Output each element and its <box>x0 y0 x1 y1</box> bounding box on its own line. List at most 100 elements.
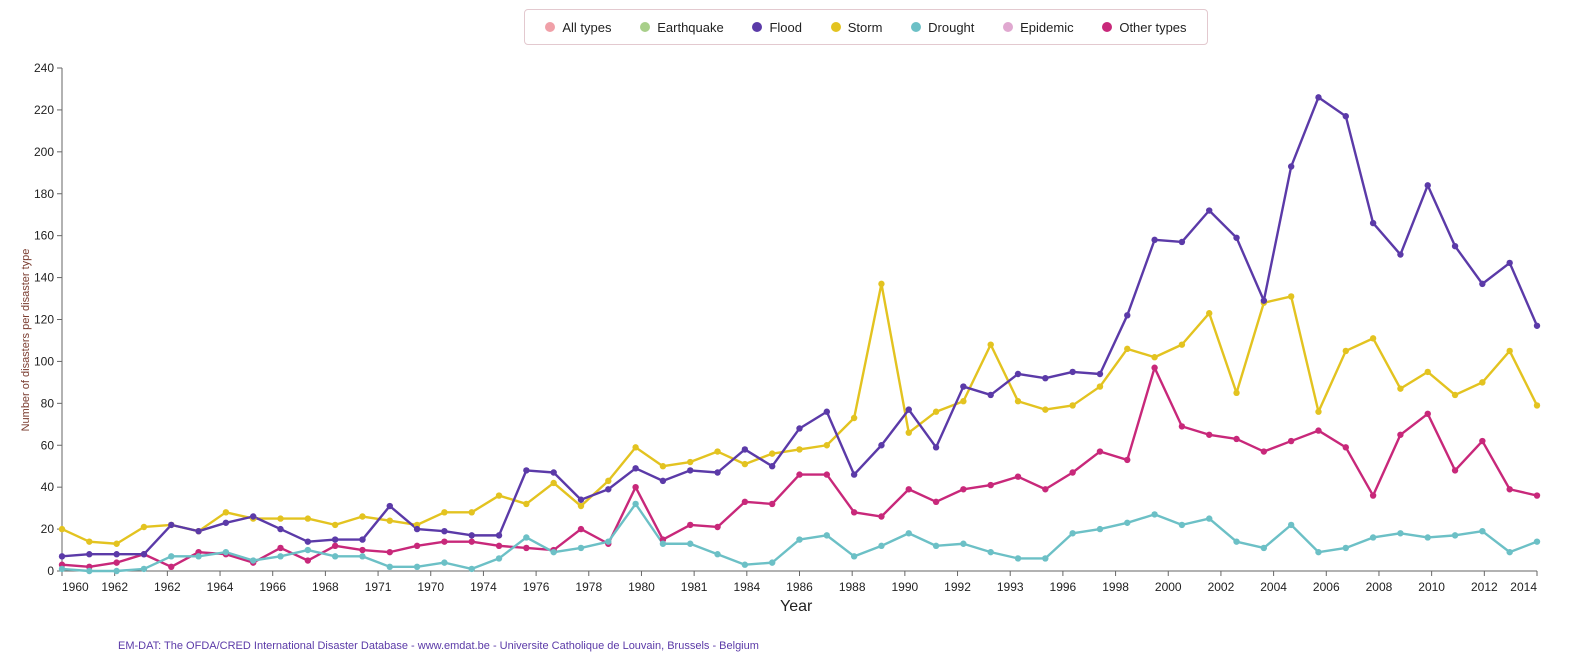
data-point-flood <box>632 465 639 472</box>
x-tick-label: 1962 <box>101 580 128 594</box>
data-point-other-types <box>1042 486 1049 493</box>
data-point-storm <box>768 450 776 457</box>
data-point-storm <box>960 398 967 405</box>
x-tick-label: 1981 <box>681 580 708 594</box>
y-tick-label: 240 <box>34 61 54 75</box>
data-point-flood <box>58 553 66 560</box>
data-point-drought <box>960 540 967 547</box>
y-tick-label: 120 <box>34 313 54 327</box>
data-point-flood <box>140 551 148 558</box>
y-tick-label: 80 <box>41 396 55 410</box>
x-tick-label: 2004 <box>1260 580 1287 594</box>
data-point-other-types <box>1096 448 1104 455</box>
x-tick-label: 1962 <box>154 580 181 594</box>
x-tick-label: 1978 <box>575 580 602 594</box>
data-point-storm <box>277 515 284 522</box>
x-tick-label: 2014 <box>1510 580 1537 594</box>
data-point-flood <box>1506 259 1513 267</box>
legend-item-other-types[interactable]: Other types <box>1102 20 1187 35</box>
data-point-other-types <box>796 471 803 478</box>
x-tick-label: 1966 <box>259 580 286 594</box>
data-point-storm <box>577 502 585 510</box>
data-point-other-types <box>113 559 120 566</box>
data-point-flood <box>960 383 967 390</box>
data-point-flood <box>468 532 475 539</box>
data-point-other-types <box>1424 410 1431 418</box>
legend-label: All types <box>562 19 612 35</box>
data-point-drought <box>1260 544 1268 552</box>
data-point-flood <box>1479 280 1486 288</box>
data-point-storm <box>495 492 503 499</box>
data-point-flood <box>250 513 257 520</box>
data-point-storm <box>468 509 475 516</box>
x-tick-label: 1990 <box>892 580 919 594</box>
data-point-other-types <box>1369 492 1377 499</box>
data-point-flood <box>577 496 585 503</box>
legend-item-storm[interactable]: Storm <box>830 20 882 35</box>
data-point-drought <box>1124 519 1131 526</box>
data-point-storm <box>905 429 912 436</box>
legend-item-drought[interactable]: Drought <box>911 20 974 35</box>
data-point-storm <box>1533 402 1541 409</box>
y-tick-label: 160 <box>34 229 54 243</box>
legend-dot-icon <box>1003 22 1014 32</box>
y-tick-label: 180 <box>34 187 54 201</box>
data-point-drought <box>605 538 612 545</box>
data-point-storm <box>1124 345 1131 353</box>
data-point-storm <box>304 515 312 522</box>
x-tick-label: 1974 <box>470 580 497 594</box>
x-tick-label: 1986 <box>786 580 813 594</box>
data-point-storm <box>1042 406 1049 413</box>
data-point-flood <box>1369 219 1377 227</box>
data-point-flood <box>331 536 339 543</box>
data-point-other-types <box>823 471 831 478</box>
data-point-other-types <box>168 563 175 571</box>
data-point-flood <box>195 527 202 535</box>
data-point-drought <box>1206 515 1213 522</box>
data-point-other-types <box>905 486 912 493</box>
data-point-storm <box>113 540 120 547</box>
data-point-flood <box>1397 251 1404 258</box>
data-point-other-types <box>359 546 366 554</box>
data-point-storm <box>1206 310 1213 317</box>
legend-item-epidemic[interactable]: Epidemic <box>1003 20 1074 35</box>
x-tick-label: 1993 <box>997 580 1024 594</box>
data-point-drought <box>168 553 175 560</box>
data-point-flood <box>1069 368 1076 376</box>
x-axis-label: Year <box>780 598 813 615</box>
legend-dot-icon <box>1102 22 1113 32</box>
legend-item-earthquake[interactable]: Earthquake <box>640 20 724 35</box>
x-tick-label: 1988 <box>839 580 866 594</box>
data-point-flood <box>550 469 557 476</box>
legend-item-flood[interactable]: Flood <box>752 20 802 35</box>
data-point-drought <box>495 555 503 562</box>
data-point-flood <box>1014 370 1022 378</box>
data-point-flood <box>1233 234 1240 241</box>
x-tick-label: 1971 <box>365 580 392 594</box>
data-point-flood <box>359 536 366 543</box>
data-point-storm <box>1342 347 1349 355</box>
data-point-drought <box>222 548 230 556</box>
data-point-flood <box>1342 113 1349 120</box>
data-point-storm <box>1151 354 1158 361</box>
legend-dot-icon <box>752 22 763 32</box>
data-point-other-types <box>1342 444 1349 451</box>
data-point-other-types <box>1014 473 1022 480</box>
data-point-flood <box>768 463 776 470</box>
x-tick-label: 1964 <box>207 580 234 594</box>
legend-label: Drought <box>928 19 975 35</box>
x-tick-label: 1992 <box>944 580 971 594</box>
data-point-storm <box>850 414 858 422</box>
data-point-other-types <box>960 486 967 493</box>
chart-axes: 0 20 40 60 80 100 120 140 160 180 200 220 240 1960 196… <box>34 61 1538 594</box>
data-point-drought <box>468 565 475 573</box>
data-point-other-types <box>1124 456 1131 464</box>
legend-item-all-types[interactable]: All types <box>545 19 612 35</box>
x-tick-label: 2008 <box>1366 580 1393 594</box>
data-point-drought <box>1479 527 1486 535</box>
data-point-flood <box>168 521 175 529</box>
data-point-other-types <box>413 542 421 550</box>
x-tick-label: 2000 <box>1155 580 1182 594</box>
data-point-storm <box>1069 402 1076 409</box>
data-point-other-types <box>687 521 694 529</box>
